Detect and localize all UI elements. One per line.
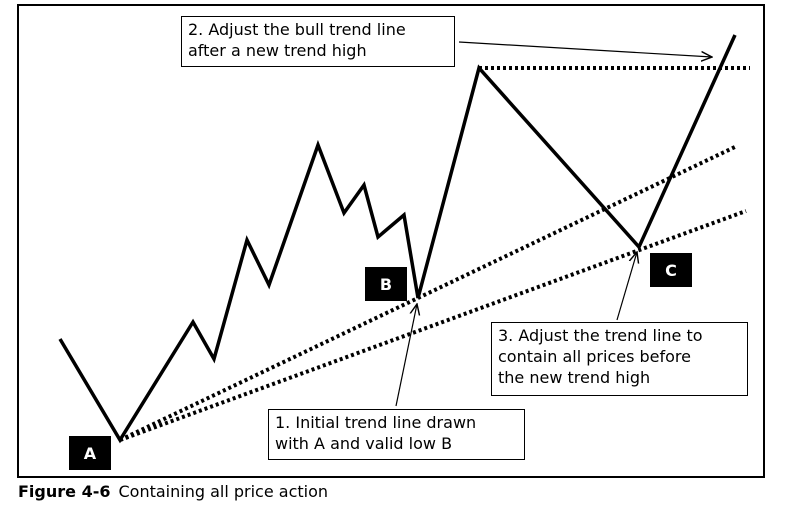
callout-initial-trend-line: 1. Initial trend line drawn with A and v… <box>268 409 525 460</box>
figure-number: Figure 4-6 <box>18 482 111 501</box>
arrow-to-new-high <box>458 41 712 57</box>
callout-adjust-bull-line: 2. Adjust the bull trend line after a ne… <box>181 16 455 67</box>
price-path <box>58 34 737 444</box>
diagram-frame <box>17 4 765 478</box>
point-c-label: C <box>650 253 692 287</box>
figure-caption: Figure 4-6 Containing all price action <box>18 482 328 501</box>
figure-title: Containing all price action <box>118 482 329 501</box>
point-a-label: A <box>69 436 111 470</box>
callout-contain-prices: 3. Adjust the trend line to contain all … <box>491 322 748 396</box>
arrow-to-point-c <box>616 252 637 321</box>
arrow-to-point-b <box>395 304 417 407</box>
point-b-label: B <box>365 267 407 301</box>
